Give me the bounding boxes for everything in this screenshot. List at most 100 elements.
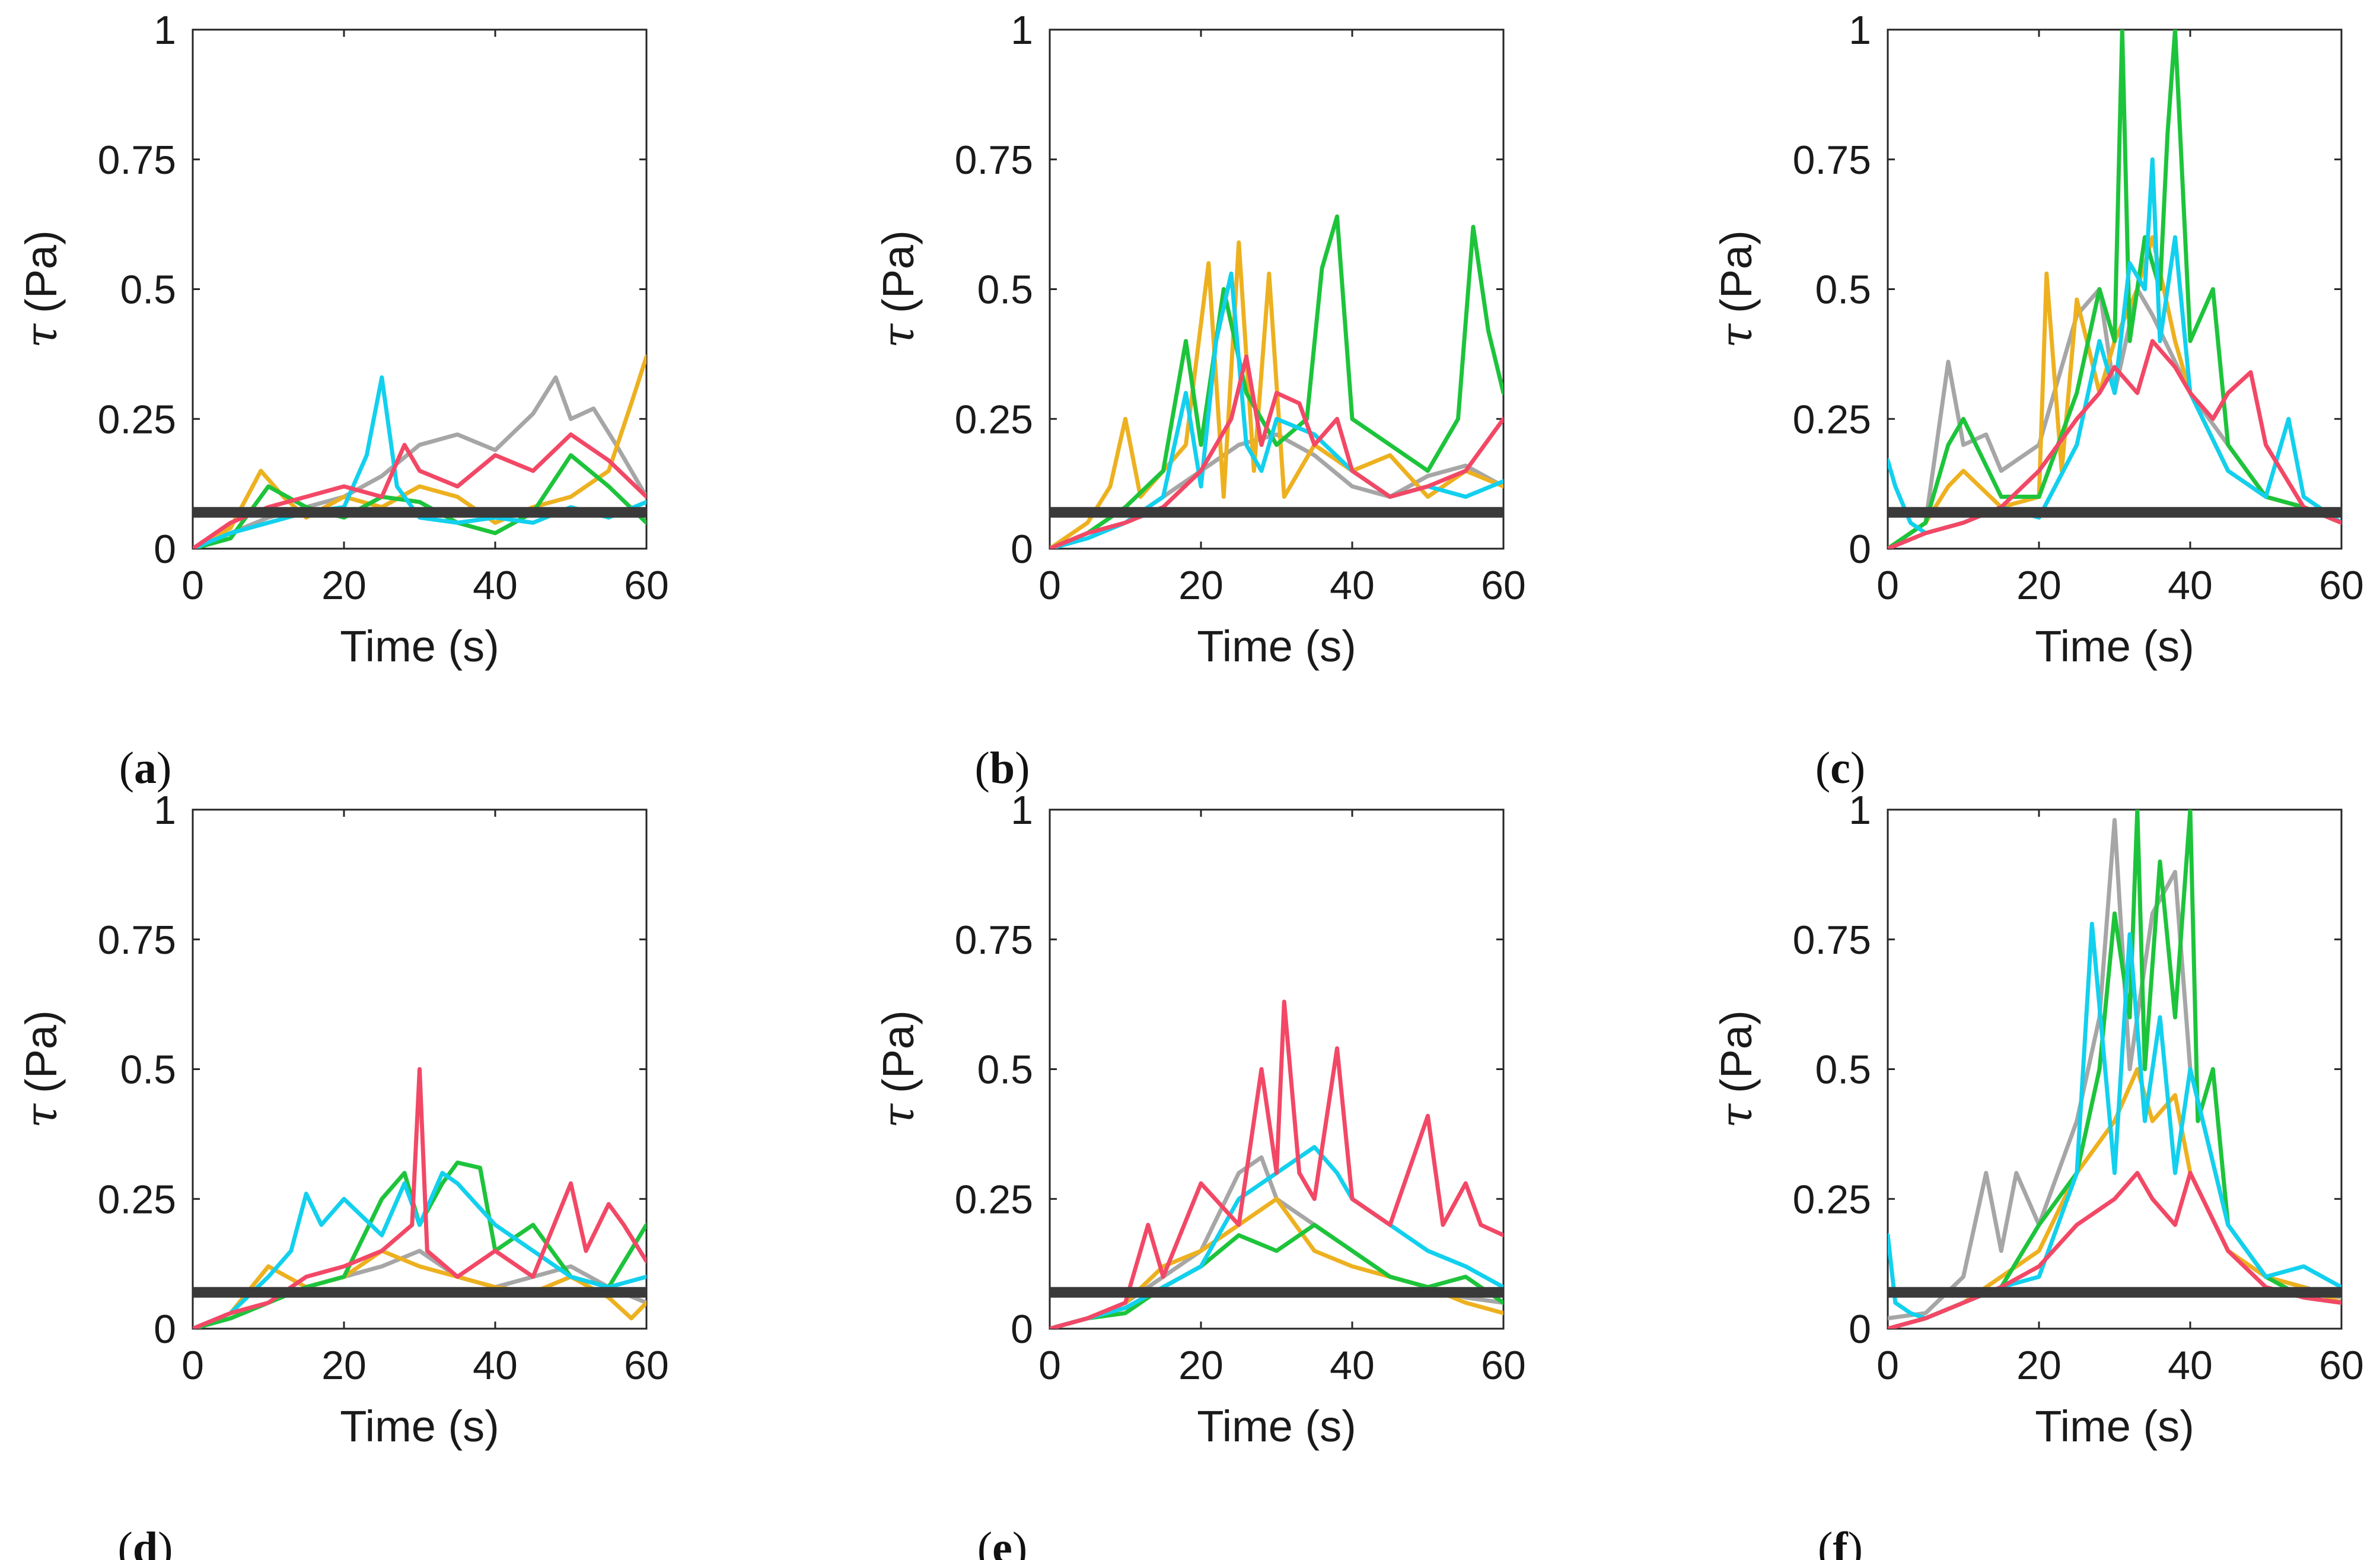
series-line-green — [193, 453, 646, 549]
y-tick-label: 1 — [1011, 788, 1033, 833]
y-tick-label: 0.75 — [955, 918, 1033, 963]
y-tick-label: 0 — [1849, 1307, 1871, 1352]
y-tick-label: 0.25 — [1793, 1177, 1871, 1222]
panel-caption: (c) — [1815, 743, 1865, 793]
y-tick-label: 0.25 — [98, 1177, 176, 1222]
x-tick-label: 60 — [2319, 563, 2364, 608]
series-line-green — [1888, 30, 2341, 549]
x-tick-label: 20 — [2016, 1343, 2062, 1388]
series-group — [1888, 30, 2341, 549]
y-axis-label: τ (Pa) — [16, 1010, 67, 1128]
x-tick-label: 40 — [473, 563, 518, 608]
y-axis-label: τ (Pa) — [1711, 230, 1762, 348]
panel-f: 0 0.25 0.5 0.75 1 0 20 40 60 Time (s) τ (Pa) (f) — [1711, 788, 2364, 1560]
series-line-red — [193, 1067, 646, 1329]
caption-letter: b — [990, 743, 1015, 793]
y-tick-label: 0.5 — [120, 268, 176, 313]
y-tick-label: 0.5 — [1815, 1048, 1871, 1093]
y-tick-label: 0.5 — [1815, 268, 1871, 313]
x-tick-label: 60 — [1481, 563, 1526, 608]
x-axis-label: Time (s) — [2035, 1402, 2194, 1451]
series-line-cyan — [1050, 1145, 1503, 1329]
y-axis-unit: (Pa) — [17, 230, 66, 313]
x-tick-label: 20 — [2016, 563, 2062, 608]
caption-paren-close: ) — [1015, 743, 1030, 793]
x-tick-label: 20 — [321, 1343, 367, 1388]
caption-paren-open: ( — [1818, 1523, 1833, 1560]
y-tick-label: 0.75 — [1793, 138, 1871, 183]
y-tick-label: 1 — [1849, 8, 1871, 53]
y-axis-unit: (Pa) — [874, 1010, 923, 1093]
caption-paren-close: ) — [157, 743, 171, 793]
series-line-yellow — [1050, 240, 1503, 549]
y-tick-label: 0.75 — [955, 138, 1033, 183]
panel-caption: (f) — [1818, 1523, 1863, 1560]
y-axis-label: τ (Pa) — [873, 1010, 924, 1128]
caption-letter: c — [1830, 743, 1850, 793]
y-tick-label: 0.25 — [98, 397, 176, 442]
series-line-red — [1050, 999, 1503, 1329]
axes-frame — [192, 28, 648, 550]
x-tick-label: 0 — [1038, 563, 1061, 608]
caption-letter: e — [992, 1523, 1012, 1560]
x-tick-label: 0 — [1876, 563, 1899, 608]
caption-paren-close: ) — [1012, 1523, 1027, 1560]
caption-letter: d — [133, 1523, 158, 1560]
y-axis-symbol: τ — [1711, 1103, 1762, 1128]
y-tick-label: 1 — [1011, 8, 1033, 53]
y-tick-label: 0.5 — [977, 1048, 1033, 1093]
y-tick-label: 1 — [154, 8, 176, 53]
caption-paren-open: ( — [975, 743, 990, 793]
caption-paren-open: ( — [118, 1523, 133, 1560]
x-tick-label: 20 — [321, 563, 367, 608]
y-axis-symbol: τ — [873, 1103, 924, 1128]
y-tick-label: 0.75 — [98, 138, 176, 183]
x-tick-label: 40 — [473, 1343, 518, 1388]
y-axis-unit: (Pa) — [874, 230, 923, 313]
x-tick-label: 0 — [181, 1343, 204, 1388]
y-tick-label: 0 — [154, 1307, 176, 1352]
series-line-green — [1888, 810, 2341, 1329]
x-tick-label: 40 — [2168, 563, 2213, 608]
series-group — [193, 1067, 646, 1329]
x-axis-label: Time (s) — [340, 1402, 499, 1451]
y-tick-label: 0.5 — [977, 268, 1033, 313]
x-axis-label: Time (s) — [1197, 622, 1356, 671]
y-tick-label: 0 — [1849, 527, 1871, 572]
y-axis-unit: (Pa) — [17, 1010, 66, 1093]
x-tick-label: 40 — [1330, 1343, 1375, 1388]
y-tick-label: 0 — [1011, 527, 1033, 572]
panel-b: 0 0.25 0.5 0.75 1 0 20 40 60 Time (s) τ (Pa) (b) — [873, 8, 1526, 793]
y-axis-symbol: τ — [1711, 323, 1762, 348]
panel-caption: (d) — [118, 1523, 173, 1560]
x-tick-label: 40 — [1330, 563, 1375, 608]
series-line-cyan — [193, 1171, 646, 1329]
panel-c: 0 0.25 0.5 0.75 1 0 20 40 60 Time (s) τ (Pa) (c) — [1711, 8, 2364, 793]
y-axis-symbol: τ — [16, 323, 67, 348]
y-axis-unit: (Pa) — [1712, 230, 1761, 313]
x-tick-label: 60 — [2319, 1343, 2364, 1388]
caption-paren-close: ) — [1850, 743, 1865, 793]
y-tick-label: 0 — [1011, 1307, 1033, 1352]
y-axis-symbol: τ — [16, 1103, 67, 1128]
series-line-red — [193, 432, 646, 549]
panel-caption: (a) — [119, 743, 172, 793]
axes-frame — [1887, 808, 2343, 1330]
y-axis-symbol: τ — [873, 323, 924, 348]
panel-d: 0 0.25 0.5 0.75 1 0 20 40 60 Time (s) τ (Pa) (d) — [16, 788, 669, 1560]
y-axis-label: τ (Pa) — [873, 230, 924, 348]
x-tick-label: 0 — [181, 563, 204, 608]
x-tick-label: 0 — [1876, 1343, 1899, 1388]
y-tick-label: 0.25 — [955, 1177, 1033, 1222]
x-tick-label: 60 — [624, 1343, 669, 1388]
x-tick-label: 60 — [624, 563, 669, 608]
axes-frame — [1049, 28, 1505, 550]
y-tick-label: 0.75 — [1793, 918, 1871, 963]
y-axis-label: τ (Pa) — [16, 230, 67, 348]
series-line-yellow — [193, 354, 646, 549]
axes-frame — [1049, 808, 1505, 1330]
x-axis-label: Time (s) — [1197, 1402, 1356, 1451]
caption-letter: f — [1833, 1523, 1849, 1560]
